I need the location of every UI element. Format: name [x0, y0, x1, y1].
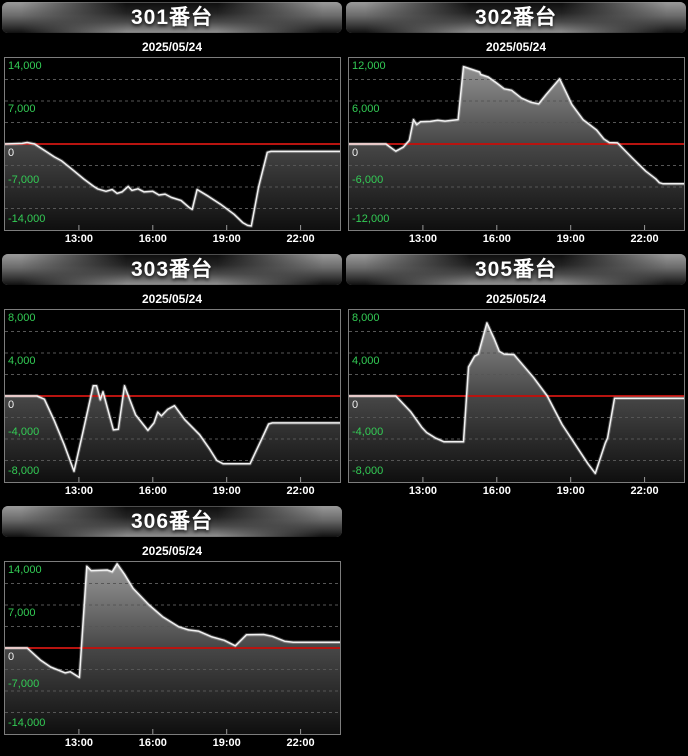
x-axis-label: 16:00 — [482, 485, 511, 497]
x-axis-label: 19:00 — [556, 485, 585, 497]
chart-plot-area: 8,000 4,000 0 -4,000 -8,000 — [348, 309, 685, 483]
x-axis-label: 13:00 — [408, 233, 437, 245]
x-axis-label: 22:00 — [286, 233, 315, 245]
chart-plot-area: 12,000 6,000 0 -6,000 -12,000 — [348, 57, 685, 231]
chart-title-bar: 305番台 — [346, 254, 686, 285]
y-axis-label-max: 14,000 — [8, 60, 42, 72]
y-axis-label-neg-half: -7,000 — [8, 174, 40, 186]
chart-title-bar: 301番台 — [2, 2, 342, 33]
y-axis-label-max: 8,000 — [352, 312, 380, 324]
data-line — [349, 322, 684, 475]
chart-title: 301番台 — [130, 6, 214, 29]
x-axis-label: 22:00 — [630, 233, 659, 245]
x-axis-labels: 13:00 16:00 19:00 22:00 — [4, 737, 341, 753]
chart-cell: 306番台 2025/05/24 14,000 7,000 0 -7,000 -… — [0, 504, 344, 756]
chart-canvas — [349, 321, 684, 482]
y-axis-label-half: 6,000 — [352, 103, 380, 115]
y-axis-label-neg-half: -6,000 — [352, 174, 384, 186]
chart-date-label: 2025/05/24 — [485, 292, 547, 306]
chart-canvas — [349, 64, 684, 230]
x-axis-labels: 13:00 16:00 19:00 22:00 — [348, 485, 685, 501]
chart-date-label: 2025/05/24 — [141, 292, 203, 306]
y-axis-label-max: 12,000 — [352, 60, 386, 72]
chart-cell: 301番台 2025/05/24 14,000 7,000 0 -7,000 -… — [0, 0, 344, 252]
data-line — [349, 65, 684, 185]
chart-title-bar: 303番台 — [2, 254, 342, 285]
chart-date-label: 2025/05/24 — [141, 544, 203, 558]
y-axis-label-half: 4,000 — [352, 355, 380, 367]
chart-canvas — [5, 331, 340, 482]
x-axis-label: 16:00 — [138, 737, 167, 749]
x-axis-label: 19:00 — [212, 233, 241, 245]
chart-title-bar: 306番台 — [2, 506, 342, 537]
x-axis-label: 16:00 — [482, 233, 511, 245]
x-axis-label: 19:00 — [212, 737, 241, 749]
y-axis-label-zero: 0 — [352, 147, 359, 159]
y-axis-label-min: -14,000 — [8, 717, 46, 729]
y-axis-label-half: 7,000 — [8, 607, 36, 619]
x-axis-labels: 13:00 16:00 19:00 22:00 — [4, 485, 341, 501]
area-fill — [349, 66, 684, 230]
chart-date-label: 2025/05/24 — [485, 40, 547, 54]
area-fill — [5, 142, 340, 230]
y-axis-label-neg-half: -4,000 — [8, 426, 40, 438]
chart-canvas — [5, 562, 340, 734]
chart-plot-area: 14,000 7,000 0 -7,000 -14,000 — [4, 561, 341, 735]
data-line — [5, 141, 340, 227]
chart-title: 302番台 — [474, 6, 558, 29]
x-axis-label: 22:00 — [630, 485, 659, 497]
x-axis-label: 16:00 — [138, 233, 167, 245]
x-axis-label: 22:00 — [286, 485, 315, 497]
y-axis-label-neg-half: -4,000 — [352, 426, 384, 438]
y-axis-label-zero: 0 — [8, 651, 15, 663]
y-axis-label-neg-half: -7,000 — [8, 678, 40, 690]
area-fill — [5, 385, 340, 482]
y-axis-label-zero: 0 — [352, 399, 359, 411]
x-axis-label: 13:00 — [64, 233, 93, 245]
x-axis-label: 19:00 — [556, 233, 585, 245]
y-axis-label-zero: 0 — [8, 399, 15, 411]
y-axis-label-min: -14,000 — [8, 213, 46, 225]
y-axis-label-max: 14,000 — [8, 564, 42, 576]
chart-cell: 303番台 2025/05/24 8,000 4,000 0 -4,000 -8… — [0, 252, 344, 504]
y-axis-label-min: -8,000 — [8, 465, 40, 477]
chart-title: 303番台 — [130, 258, 214, 281]
y-axis-label-half: 4,000 — [8, 355, 36, 367]
chart-title-bar: 302番台 — [346, 2, 686, 33]
x-axis-label: 19:00 — [212, 485, 241, 497]
data-line — [5, 385, 340, 473]
y-axis-label-min: -12,000 — [352, 213, 390, 225]
area-fill — [349, 322, 684, 482]
y-axis-label-min: -8,000 — [352, 465, 384, 477]
x-axis-labels: 13:00 16:00 19:00 22:00 — [4, 233, 341, 249]
chart-cell: 302番台 2025/05/24 12,000 6,000 0 -6,000 -… — [344, 0, 688, 252]
x-axis-label: 16:00 — [138, 485, 167, 497]
chart-date-label: 2025/05/24 — [141, 40, 203, 54]
chart-title: 306番台 — [130, 510, 214, 533]
y-axis-label-zero: 0 — [8, 147, 15, 159]
x-axis-label: 13:00 — [64, 737, 93, 749]
x-axis-label: 13:00 — [64, 485, 93, 497]
chart-title: 305番台 — [474, 258, 558, 281]
x-axis-labels: 13:00 16:00 19:00 22:00 — [348, 233, 685, 249]
chart-canvas — [5, 79, 340, 230]
chart-plot-area: 8,000 4,000 0 -4,000 -8,000 — [4, 309, 341, 483]
y-axis-label-half: 7,000 — [8, 103, 36, 115]
data-line — [5, 563, 340, 679]
x-axis-label: 22:00 — [286, 737, 315, 749]
y-axis-label-max: 8,000 — [8, 312, 36, 324]
chart-plot-area: 14,000 7,000 0 -7,000 -14,000 — [4, 57, 341, 231]
x-axis-label: 13:00 — [408, 485, 437, 497]
chart-cell: 305番台 2025/05/24 8,000 4,000 0 -4,000 -8… — [344, 252, 688, 504]
